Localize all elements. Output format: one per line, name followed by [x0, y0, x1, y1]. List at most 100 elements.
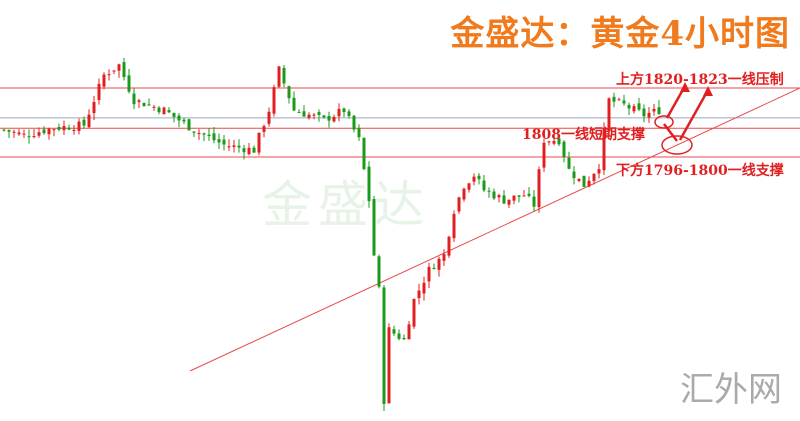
candle-body — [432, 267, 436, 270]
arrow-head-0 — [680, 82, 690, 92]
candle-body — [147, 104, 151, 106]
candle-body — [197, 132, 201, 134]
resistance-label: 上方1820-1823一线压制 — [616, 72, 784, 88]
candle-body — [547, 141, 551, 143]
candle-body — [227, 146, 231, 148]
candle-body — [222, 139, 226, 145]
candle-body — [542, 142, 546, 168]
candle-body — [267, 111, 271, 124]
watermark: 金盛达 — [262, 176, 430, 234]
arrow-head-1 — [703, 86, 713, 96]
candle-body — [242, 148, 246, 153]
candle-body — [642, 108, 646, 117]
candle-body — [477, 175, 481, 180]
candle-body — [42, 129, 46, 134]
candle-body — [52, 129, 56, 131]
candle-body — [172, 112, 176, 117]
candle-body — [567, 157, 571, 169]
candle-body — [442, 254, 446, 261]
short-support-label: 1808一线短期支撑 — [522, 127, 645, 143]
candle-body — [27, 136, 31, 138]
highlight-ellipse-1 — [654, 115, 674, 129]
candle-body — [577, 178, 581, 181]
arrow-down — [663, 123, 678, 142]
candle-body — [552, 141, 556, 144]
candle-body — [357, 128, 361, 138]
candle-body — [187, 119, 191, 131]
candle-body — [297, 112, 301, 114]
candle-body — [322, 115, 326, 118]
candle-body — [387, 327, 391, 404]
candle-body — [367, 166, 371, 202]
candle-body — [202, 133, 206, 135]
candle-body — [292, 97, 296, 111]
candle-body — [562, 141, 566, 158]
candle-body — [412, 299, 416, 327]
candle-body — [587, 180, 591, 187]
candle-body — [657, 107, 661, 115]
candle-body — [87, 114, 91, 128]
candle-body — [332, 116, 336, 122]
candle-body — [482, 180, 486, 191]
candle-body — [217, 139, 221, 143]
candle-body — [462, 188, 466, 200]
candle-body — [317, 112, 321, 115]
candle-body — [82, 119, 86, 126]
candle-body — [37, 132, 41, 136]
candle-body — [62, 126, 66, 131]
candle-body — [282, 67, 286, 84]
candle-body — [622, 100, 626, 104]
candle-body — [232, 145, 236, 147]
candle-body — [457, 197, 461, 212]
candle-body — [627, 104, 631, 109]
candle-body — [142, 103, 146, 107]
candle-body — [607, 98, 611, 132]
candle-body — [152, 106, 156, 108]
candle-body — [582, 175, 586, 187]
candle-body — [592, 173, 596, 181]
candle-body — [597, 169, 601, 174]
candle-body — [277, 66, 281, 87]
site-logo: 汇外网 — [680, 370, 782, 410]
candle-body — [532, 196, 536, 207]
candle-body — [382, 287, 386, 404]
candle-body — [557, 138, 561, 145]
candle-body — [312, 114, 316, 116]
candle-body — [602, 128, 606, 171]
candle-body — [12, 131, 16, 133]
candle-body — [162, 107, 166, 115]
candle-body — [92, 102, 96, 114]
candle-body — [167, 109, 171, 113]
candle-body — [107, 74, 111, 76]
candle-body — [422, 282, 426, 294]
candle-body — [272, 87, 276, 114]
candle-body — [397, 333, 401, 339]
candle-body — [487, 190, 491, 192]
candle-body — [377, 256, 381, 287]
arrow-up-1 — [678, 89, 710, 141]
candle-body — [22, 133, 26, 135]
candle-body — [372, 199, 376, 256]
candle-body — [122, 62, 126, 78]
candle-body — [287, 86, 291, 99]
candle-body — [647, 112, 651, 118]
candle-body — [192, 131, 196, 133]
candle-body — [47, 128, 51, 135]
candle-body — [452, 213, 456, 239]
candle-body — [617, 99, 621, 101]
candle-body — [402, 337, 406, 340]
candle-body — [342, 108, 346, 113]
candle-body — [507, 199, 511, 205]
candle-body — [237, 145, 241, 148]
candle-body — [97, 83, 101, 100]
candle-body — [437, 258, 441, 270]
candle-body — [352, 115, 356, 130]
candle-body — [252, 147, 256, 153]
candle-body — [427, 266, 431, 282]
support-label: 下方1796-1800一线支撑 — [616, 163, 784, 179]
candle-body — [447, 236, 451, 256]
candle-body — [67, 127, 71, 130]
candle-body — [637, 103, 641, 110]
